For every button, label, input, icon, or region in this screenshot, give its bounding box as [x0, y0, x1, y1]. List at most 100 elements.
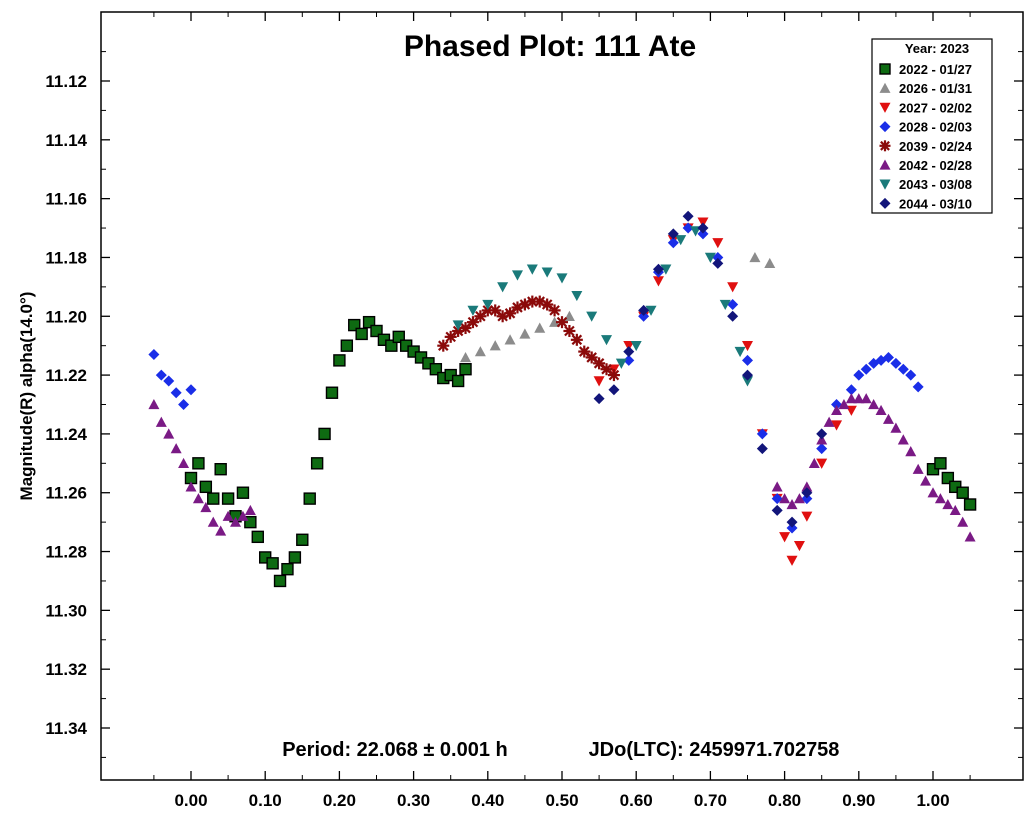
legend-marker [879, 102, 891, 113]
data-point [786, 516, 798, 528]
data-point [370, 324, 383, 338]
x-tick-label: 0.60 [620, 791, 653, 810]
y-tick-label: 11.32 [45, 660, 87, 679]
data-point [875, 404, 887, 416]
data-point [541, 267, 553, 278]
asterisk-stroke [578, 346, 590, 357]
data-point [949, 504, 961, 516]
data-point [526, 264, 538, 275]
data-point [155, 416, 167, 427]
data-point [868, 399, 880, 410]
data-point [148, 399, 160, 410]
data-point [504, 334, 516, 345]
data-point [266, 557, 279, 570]
data-point [697, 222, 709, 234]
data-point [793, 493, 805, 504]
legend: Year: 2023 2022 - 01/27 2026 - 01/31 2027 … [871, 38, 993, 214]
data-point [963, 498, 977, 511]
series-7 [593, 210, 828, 528]
data-point [593, 376, 605, 387]
x-tick-label: 1.00 [916, 791, 949, 810]
data-point [742, 376, 753, 387]
data-point [185, 481, 197, 492]
data-point [200, 501, 212, 513]
data-point [244, 504, 256, 516]
y-axis-label: Magnitude(R) alpha(14.0°) [17, 292, 36, 501]
data-point [288, 551, 302, 564]
x-tick-label: 0.90 [842, 791, 875, 810]
series-0 [184, 315, 977, 588]
data-point [362, 315, 376, 329]
data-point [281, 562, 294, 576]
data-point [897, 434, 909, 445]
data-point [667, 228, 679, 240]
data-point [615, 358, 627, 369]
data-point [756, 428, 768, 440]
data-point [192, 457, 205, 470]
data-point [675, 235, 687, 246]
legend-marker [879, 63, 891, 75]
series-3 [148, 222, 924, 534]
data-point [325, 386, 339, 399]
data-point [816, 443, 828, 455]
x-tick-label: 0.50 [545, 791, 578, 810]
legend-box [871, 38, 993, 214]
series-6 [452, 226, 753, 387]
chart-title: Phased Plot: 111 Ate [404, 30, 696, 63]
data-point [682, 222, 694, 234]
data-point [207, 492, 220, 505]
data-point [519, 328, 531, 339]
data-point [251, 530, 264, 544]
data-point [816, 458, 828, 469]
data-point [178, 399, 190, 410]
data-point [170, 443, 182, 454]
data-point [853, 393, 865, 404]
data-point [236, 486, 250, 499]
data-point [905, 369, 917, 381]
data-point [727, 299, 739, 311]
y-tick-label: 11.14 [45, 131, 87, 150]
data-point [607, 369, 620, 382]
data-point [638, 304, 650, 316]
asterisk-stroke [586, 352, 597, 363]
data-point [645, 305, 657, 316]
data-point [549, 316, 561, 327]
data-point [801, 511, 813, 522]
x-tick-label: 0.70 [694, 791, 727, 810]
data-point [941, 471, 955, 485]
data-point [957, 516, 969, 527]
data-point [712, 257, 724, 269]
data-point [927, 487, 939, 498]
data-point [340, 339, 354, 352]
y-tick-label: 11.22 [45, 366, 87, 385]
data-point [801, 487, 813, 499]
period-label: Period: 22.068 ± 0.001 h [282, 739, 508, 761]
data-point [652, 276, 664, 287]
data-point [912, 381, 924, 393]
data-point [556, 316, 568, 329]
data-point [801, 493, 813, 505]
data-point [771, 481, 783, 492]
data-point [303, 492, 316, 505]
data-point [333, 354, 346, 367]
data-point [163, 428, 175, 439]
legend-label: 2044 - 03/10 [899, 196, 972, 211]
legend-marker [879, 179, 891, 190]
data-point [511, 301, 524, 314]
data-point [882, 351, 894, 363]
data-point [890, 422, 902, 433]
legend-label: 2042 - 02/28 [899, 158, 972, 173]
y-tick-label: 11.26 [45, 484, 87, 503]
data-point [385, 339, 398, 352]
data-point [482, 299, 494, 311]
data-point [310, 457, 324, 470]
x-tick-label: 0.10 [249, 791, 282, 810]
data-point [221, 492, 235, 505]
data-point [912, 463, 924, 474]
data-point [296, 533, 309, 546]
x-tick-label: 0.20 [323, 791, 356, 810]
data-point [704, 252, 716, 263]
legend-marker [879, 140, 891, 152]
data-point [273, 574, 287, 588]
